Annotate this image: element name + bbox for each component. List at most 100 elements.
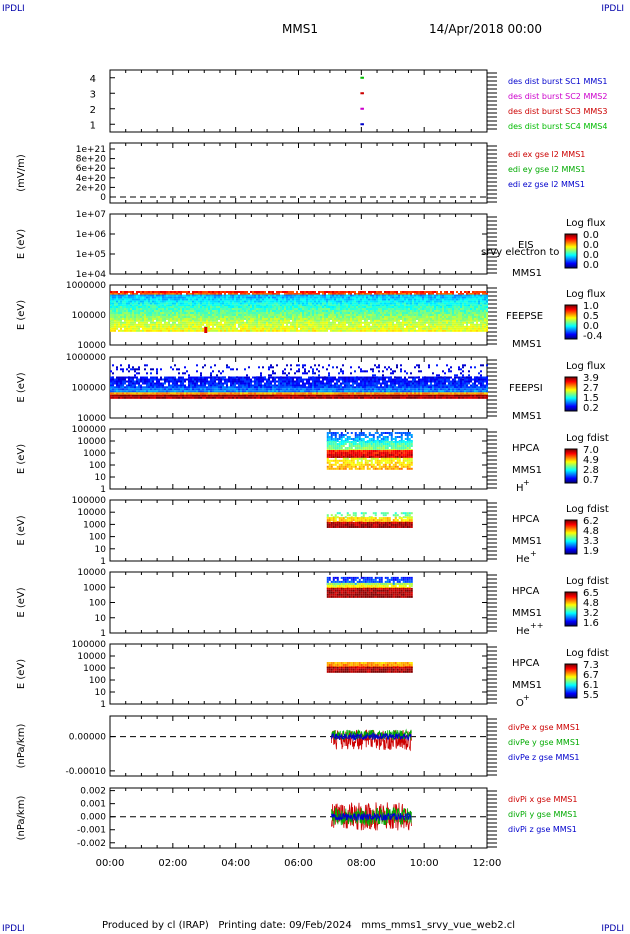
- panel-feepse-cell: [354, 312, 356, 314]
- panel-feepse-cell: [396, 327, 398, 330]
- panel-feepse-cell: [258, 300, 260, 303]
- panel-feepsi-cell: [178, 372, 180, 375]
- panel-feepse-cell: [208, 294, 210, 297]
- panel-feepse-cell: [290, 325, 292, 328]
- panel-feepse-cell: [124, 312, 126, 314]
- panel-feepse-cell: [262, 293, 264, 295]
- panel-feepse-cell: [450, 319, 452, 322]
- panel-feepsi-cell: [200, 376, 202, 379]
- panel-feepse-cell: [344, 296, 346, 299]
- panel-feepse-cell: [346, 312, 348, 314]
- panel-feepse-cell: [180, 316, 182, 318]
- panel-feepse-cell: [270, 314, 272, 316]
- panel-feepse-cell: [148, 302, 150, 305]
- panel-feepse-cell: [348, 304, 350, 307]
- panel-feepse-cell: [228, 329, 230, 332]
- panel-feepse-cell: [216, 302, 218, 305]
- panel-feepse-cell: [418, 329, 420, 332]
- panel-feepse-cell: [174, 318, 176, 320]
- panel-feepse-cell: [230, 319, 232, 322]
- panel-feepse-cell: [320, 302, 322, 305]
- panel-feepse-cell: [350, 308, 352, 310]
- panel-feepse-cell: [230, 318, 232, 320]
- spacecraft-title: MMS1: [282, 22, 318, 36]
- panel-feepse-cell: [282, 304, 284, 307]
- panel-feepse-cell: [136, 314, 138, 316]
- panel-feepse-cell: [336, 294, 338, 297]
- panel-feepse-cell: [412, 312, 414, 314]
- panel-feepse-cell: [256, 300, 258, 303]
- panel-feepse-cell: [320, 300, 322, 303]
- panel-feepse-cell: [166, 306, 168, 308]
- panel-feepse-cell: [478, 319, 480, 322]
- panel-feepse-cell: [158, 319, 160, 322]
- panel-feepse-cell: [124, 314, 126, 316]
- panel-feepse-cell: [192, 327, 194, 330]
- panel-feepse-cell: [258, 323, 260, 326]
- panel-feepse-cell: [300, 327, 302, 330]
- panel-feepse-cell: [328, 306, 330, 308]
- panel-feepse-cell: [246, 316, 248, 318]
- panel-feepse-cell: [190, 323, 192, 326]
- panel-feepse-cell: [124, 298, 126, 301]
- panel-feepse-cell: [292, 318, 294, 320]
- panel-feepse-cell: [224, 300, 226, 303]
- panel-feepse-cell: [386, 300, 388, 303]
- panel-feepsi-cell: [198, 394, 200, 397]
- panel-feepse-cell: [210, 310, 212, 312]
- panel-feepse-cell: [484, 327, 486, 330]
- panel-feepsi-cell: [172, 386, 174, 389]
- panel-feepse-cell: [410, 306, 412, 308]
- panel-des-dist-tick-label: 3: [90, 89, 96, 100]
- panel-feepse-cell: [356, 314, 358, 316]
- panel-feepse-cell: [380, 321, 382, 324]
- panel-feepse-cell: [442, 300, 444, 303]
- panel-feepsi-cell: [188, 380, 190, 383]
- panel-feepse-cell: [354, 308, 356, 310]
- panel-feepse-cell: [266, 314, 268, 316]
- panel-feepsi-cell: [190, 384, 192, 387]
- panel-feepse-cell: [378, 316, 380, 318]
- panel-feepse-cell: [336, 298, 338, 301]
- panel-feepsi-cell: [138, 366, 140, 369]
- panel-feepse-cell: [482, 302, 484, 305]
- panel-feepse-cell: [478, 318, 480, 320]
- panel-feepse-cell: [262, 291, 264, 293]
- panel-feepse-cell: [328, 291, 330, 293]
- panel-feepse-cell: [348, 308, 350, 310]
- panel-feepse-cell: [172, 329, 174, 332]
- panel-feepse-cell: [236, 296, 238, 299]
- panel-feepse-cell: [288, 325, 290, 328]
- panel-feepse-cell: [164, 308, 166, 310]
- panel-feepse-cell: [376, 291, 378, 293]
- panel-feepse-cell: [188, 312, 190, 314]
- panel-feepse-cell: [162, 329, 164, 332]
- panel-feepse-cell: [228, 323, 230, 326]
- panel-feepse-cell: [124, 293, 126, 295]
- panel-feepse-cell: [278, 306, 280, 308]
- panel-feepse-cell: [478, 300, 480, 303]
- panel-feepse-cell: [468, 318, 470, 320]
- panel-feepse-cell: [390, 306, 392, 308]
- panel-feepse-cell: [402, 310, 404, 312]
- panel-feepse-colorbar-label: 1.0: [583, 301, 599, 312]
- panel-feepse-cell: [162, 319, 164, 322]
- panel-feepse-cell: [160, 321, 162, 324]
- panel-feepse-cell: [124, 300, 126, 303]
- panel-feepse-cell: [466, 325, 468, 328]
- panel-feepsi-cell: [192, 386, 194, 389]
- panel-feepse-cell: [144, 294, 146, 297]
- panel-feepse-cell: [432, 304, 434, 307]
- panel-feepsi-cell: [172, 396, 174, 399]
- panel-feepse-cell: [116, 319, 118, 322]
- panel-feepse-cell: [470, 293, 472, 295]
- panel-feepse-cell: [464, 294, 466, 297]
- panel-feepsi-cell: [120, 388, 122, 391]
- panel-feepse-cell: [236, 298, 238, 301]
- panel-feepse-cell: [232, 300, 234, 303]
- panel-feepse-colorbar-cell: [565, 316, 577, 318]
- panel-feepse-cell: [224, 304, 226, 307]
- panel-feepse-cell: [242, 327, 244, 330]
- panel-feepse-cell: [338, 291, 340, 293]
- panel-feepse-cell: [220, 318, 222, 320]
